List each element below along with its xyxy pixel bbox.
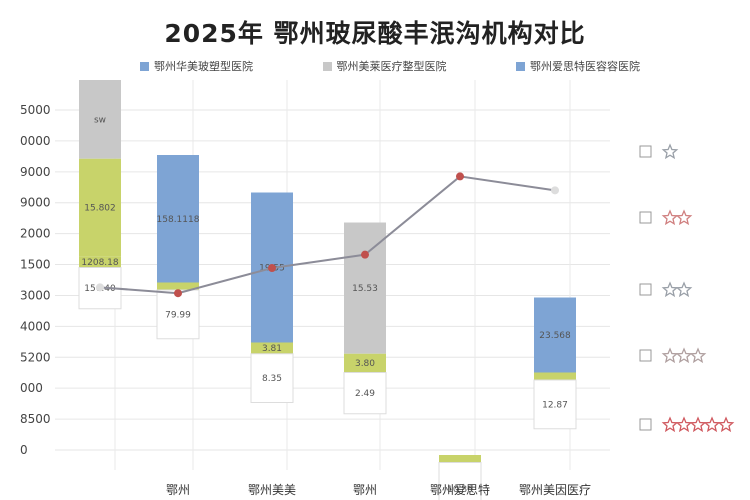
bar-segment-label: 23.568 <box>539 331 571 341</box>
rating-star-icon <box>689 347 707 364</box>
bar-segment <box>250 353 294 403</box>
bar-segment <box>534 297 576 373</box>
line-point <box>456 172 464 181</box>
bar-segment-label: 8.35 <box>262 374 282 384</box>
bar-segment-label: sw <box>94 115 106 125</box>
rating-star-icon <box>703 416 721 433</box>
y-tick-label: 8500 <box>20 412 51 426</box>
rating-star-icon <box>661 347 679 364</box>
x-tick-label: 鄂州美美 <box>248 483 296 497</box>
line-point <box>174 289 182 298</box>
bar-segment <box>344 353 386 373</box>
line-series <box>99 175 556 295</box>
bar-segment-label: 1208.18 <box>81 258 118 268</box>
legend-item-1: 鄂州华美玻塑型医院 <box>140 58 253 74</box>
bar-segment-label: 10.86 <box>447 485 473 495</box>
rating-checkbox <box>639 145 652 158</box>
y-tick-label: 9000 <box>20 165 51 179</box>
y-tick-label: 1500 <box>20 258 51 272</box>
legend-swatch-blue-2 <box>516 61 525 71</box>
bar-segment-label: 158.1118 <box>157 215 200 225</box>
legend-label-2: 鄂州美莱医疗整型医院 <box>336 60 447 73</box>
legend-swatch-grey <box>322 61 332 71</box>
line-point <box>361 250 369 259</box>
rating-star-icon <box>661 416 679 433</box>
rating-star-icon <box>661 143 679 160</box>
bar-segment <box>533 379 577 430</box>
line-point <box>551 186 559 195</box>
bar-segment <box>534 372 576 380</box>
y-tick-label: 0000 <box>20 134 51 148</box>
bar-segment-label: 3.81 <box>262 344 282 354</box>
rating-star-icon <box>661 209 679 226</box>
bar-segment-label: 79.99 <box>165 310 191 320</box>
line-point <box>268 264 276 273</box>
legend-item-3: 鄂州爱思特医容容医院 <box>516 58 640 74</box>
bar-segment <box>157 155 199 283</box>
bar-segment-label: 15.802 <box>84 204 116 214</box>
y-tick-label: 4000 <box>20 319 51 333</box>
bar-segment <box>251 342 293 354</box>
rating-checkbox <box>639 283 652 296</box>
x-tick-label: 鄂州 <box>353 483 377 497</box>
y-tick-label: 5000 <box>20 103 51 117</box>
bar-segment <box>438 462 482 500</box>
y-tick-label: 2000 <box>20 227 51 241</box>
y-tick-label: 0 <box>20 443 28 457</box>
x-tick-label: 鄂州美因医疗 <box>519 483 591 497</box>
x-tick-label: 鄂州 <box>166 483 190 497</box>
rating-star-icon <box>675 347 693 364</box>
rating-star-icon <box>689 416 707 433</box>
rating-star-icon <box>675 281 693 298</box>
rating-checkbox <box>639 211 652 224</box>
legend-label-1: 鄂州华美玻塑型医院 <box>154 60 253 73</box>
rating-star-icon <box>661 281 679 298</box>
bar-segment <box>79 158 121 257</box>
rating-checkbox <box>639 349 652 362</box>
legend: 鄂州华美玻塑型医院 鄂州美莱医疗整型医院 鄂州爱思特医容容医院 <box>140 58 640 74</box>
bar-segment-label: 3.80 <box>355 359 375 369</box>
bar-segment-label: 2.49 <box>355 389 375 399</box>
rating-star-icon <box>675 209 693 226</box>
y-tick-label: 000 <box>20 381 43 395</box>
y-tick-label: 9000 <box>20 196 51 210</box>
bar-segment <box>343 372 387 415</box>
x-tick-label: 鄂州爱思特 <box>430 482 490 497</box>
legend-item-2: 鄂州美莱医疗整型医院 <box>322 58 447 74</box>
rating-star-icon <box>717 416 735 433</box>
bar-segment <box>79 80 121 159</box>
rating-star-icon <box>675 416 693 433</box>
y-tick-label: 3000 <box>20 288 51 302</box>
line-point <box>96 283 104 292</box>
bar-segment <box>157 282 199 290</box>
bar-segment-label: 12.87 <box>542 400 568 410</box>
y-tick-label: 5200 <box>20 350 51 364</box>
chart-title: 2025年 鄂州玻尿酸丰泯沟机构对比 <box>164 19 586 48</box>
rating-checkbox <box>639 418 652 431</box>
legend-label-3: 鄂州爱思特医容容医院 <box>530 60 640 73</box>
bar-segment <box>439 455 481 463</box>
legend-swatch-blue <box>140 61 149 71</box>
bar-segment <box>79 256 121 268</box>
bar-segment-label: 15.53 <box>352 284 378 294</box>
